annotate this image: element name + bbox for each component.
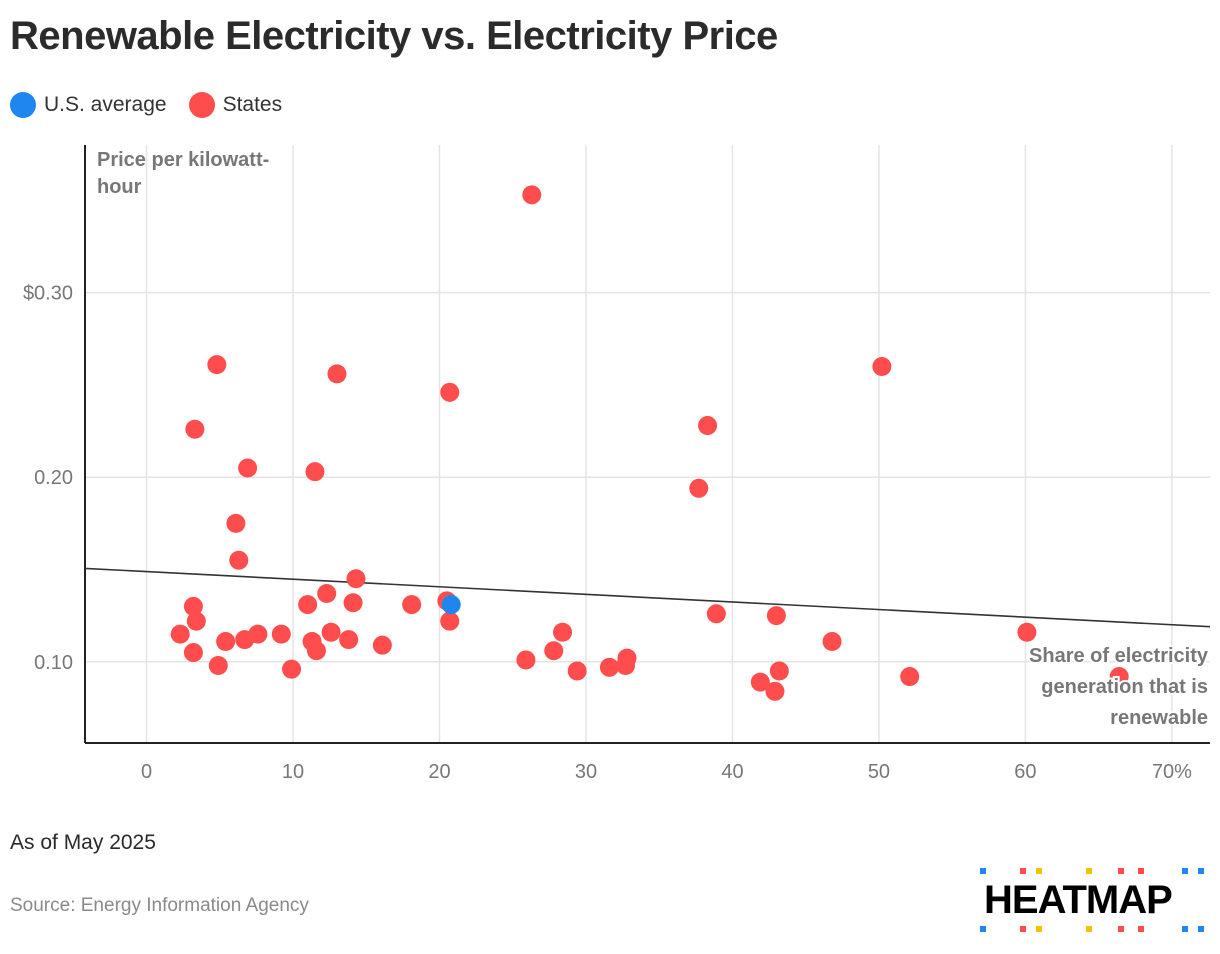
state-point [522,185,542,205]
legend-item-us-average: U.S. average [10,92,167,118]
state-point [822,631,842,651]
state-point [248,624,268,644]
state-point [282,659,302,679]
state-point [706,604,726,624]
x-tick-label: 20 [428,761,450,783]
state-point [208,655,228,675]
state-point [186,611,206,631]
state-point [553,622,573,642]
state-point [183,643,203,663]
state-point [766,606,786,626]
state-point [1017,622,1037,642]
legend-swatch-states [188,92,215,118]
state-point [317,584,337,603]
state-point [689,478,709,498]
logo-dash [1118,926,1124,932]
logo-dash [980,926,986,932]
x-tick-label: 60 [1014,761,1036,783]
state-point [544,641,564,661]
state-point [185,419,205,439]
us-average-point [441,595,461,615]
logo-dash [1086,926,1092,932]
legend-label-states: States [222,93,283,116]
state-point [346,569,366,589]
trendline [84,567,1211,628]
state-point [599,657,619,677]
date-note: As of May 2025 [10,831,156,854]
state-point [372,635,392,655]
scatter-chart: 0 10 20 30 40 50 60 70% 0.10 0.20 $0.30 Price per k… [23,145,1211,783]
legend: U.S. average States [10,92,282,118]
logo-dash [1182,868,1188,874]
state-point [567,661,587,681]
state-point [698,416,718,436]
state-point [750,672,770,692]
state-point [440,382,460,402]
logo-dash [1020,926,1026,932]
y-tick-label: $0.30 [23,283,73,305]
y-tick-label: 0.20 [34,467,73,489]
state-point [306,641,326,661]
state-point [327,364,347,384]
state-point [207,355,227,375]
state-point [516,650,536,670]
x-tick-label: 30 [575,761,597,783]
y-axis-label: Price per kilowatt-hour [97,149,269,198]
x-tick-label: 70% [1152,761,1192,783]
state-point [765,681,785,701]
legend-item-states: States [188,92,283,118]
logo-dash [1138,926,1144,932]
state-point [216,631,236,651]
state-point [298,595,318,615]
state-point [305,462,325,482]
state-point [402,595,422,615]
state-point [872,356,892,376]
y-tick-label: 0.10 [34,652,73,674]
state-point [440,611,460,631]
state-point [170,624,190,644]
state-point [183,596,203,616]
state-point [343,593,363,613]
x-tick-label: 10 [282,761,304,783]
heatmap-logo-wordmark: HEATMAP [984,878,1173,922]
chart-title: Renewable Electricity vs. Electricity Pr… [10,14,778,58]
logo-dash [1036,868,1042,874]
state-point [321,622,341,642]
state-point [339,630,359,650]
state-point [226,513,246,533]
legend-swatch-us-average [10,92,36,118]
state-point [271,624,291,644]
state-point [900,667,920,687]
logo-dash [1198,926,1204,932]
logo-dash [1036,926,1042,932]
logo-dash [1138,868,1144,874]
x-axis-label: Share of electricity generation that is re… [1029,645,1209,729]
x-tick-label: 50 [868,761,890,783]
logo-dash [1020,868,1026,874]
logo-dash [1086,868,1092,874]
logo-dash [1198,868,1204,874]
state-point [238,458,258,478]
heatmap-logo: HEATMAP [978,868,1214,934]
state-point [617,648,637,668]
legend-label-us-average: U.S. average [44,93,167,116]
logo-dash [1182,926,1188,932]
source-note: Source: Energy Information Agency [10,895,309,916]
logo-dash [980,868,986,874]
state-point [769,661,789,681]
logo-dash [1118,868,1124,874]
state-point [1109,667,1129,687]
state-point [229,550,249,570]
x-tick-label: 40 [721,761,743,783]
x-tick-label: 0 [141,761,152,783]
